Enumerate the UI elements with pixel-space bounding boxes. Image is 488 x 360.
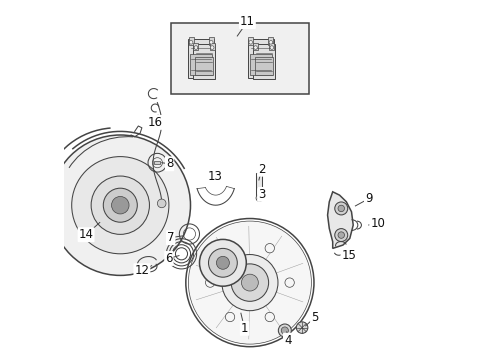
Bar bbox=[252, 42, 258, 50]
Circle shape bbox=[268, 40, 272, 44]
Text: 12: 12 bbox=[134, 264, 149, 277]
Circle shape bbox=[337, 205, 344, 212]
Text: 14: 14 bbox=[79, 228, 93, 241]
Bar bbox=[154, 161, 160, 164]
Bar bbox=[193, 42, 198, 50]
Bar bbox=[254, 57, 272, 75]
Circle shape bbox=[269, 46, 273, 49]
Text: 8: 8 bbox=[165, 157, 173, 170]
Text: 5: 5 bbox=[310, 311, 318, 324]
Circle shape bbox=[222, 255, 277, 311]
Bar bbox=[195, 57, 212, 75]
Circle shape bbox=[216, 256, 229, 269]
Circle shape bbox=[248, 40, 252, 44]
Bar bbox=[188, 37, 193, 45]
Bar bbox=[208, 37, 213, 45]
Circle shape bbox=[225, 312, 234, 322]
Bar bbox=[269, 42, 274, 50]
Circle shape bbox=[50, 135, 190, 275]
Circle shape bbox=[194, 46, 197, 49]
Text: 10: 10 bbox=[369, 217, 385, 230]
Circle shape bbox=[103, 188, 137, 222]
Circle shape bbox=[253, 46, 257, 49]
Circle shape bbox=[225, 243, 234, 253]
Circle shape bbox=[188, 221, 311, 344]
Circle shape bbox=[264, 243, 274, 253]
Circle shape bbox=[189, 40, 193, 44]
Bar bbox=[209, 42, 214, 50]
Circle shape bbox=[256, 194, 263, 202]
Bar bbox=[248, 37, 253, 45]
Circle shape bbox=[231, 264, 268, 301]
Circle shape bbox=[210, 46, 214, 49]
Circle shape bbox=[285, 278, 294, 287]
Circle shape bbox=[208, 248, 237, 277]
Circle shape bbox=[281, 327, 288, 334]
Text: 11: 11 bbox=[240, 15, 254, 28]
Text: 7: 7 bbox=[166, 231, 174, 244]
Bar bbox=[249, 54, 271, 75]
Circle shape bbox=[241, 274, 258, 291]
Bar bbox=[170, 23, 309, 94]
Circle shape bbox=[72, 157, 168, 254]
Circle shape bbox=[111, 197, 129, 214]
Bar bbox=[193, 44, 215, 79]
Bar bbox=[268, 37, 273, 45]
Polygon shape bbox=[327, 192, 352, 248]
Circle shape bbox=[157, 199, 166, 208]
Circle shape bbox=[296, 322, 307, 333]
Circle shape bbox=[91, 176, 149, 234]
Circle shape bbox=[334, 202, 347, 215]
Circle shape bbox=[199, 239, 246, 286]
Text: 3: 3 bbox=[258, 188, 265, 201]
Text: 9: 9 bbox=[364, 192, 372, 205]
Circle shape bbox=[205, 278, 214, 287]
Text: 13: 13 bbox=[207, 170, 222, 183]
Circle shape bbox=[209, 40, 213, 44]
Text: 15: 15 bbox=[341, 249, 356, 262]
Text: 2: 2 bbox=[258, 163, 265, 176]
Bar bbox=[256, 173, 261, 199]
Circle shape bbox=[264, 312, 274, 322]
Text: 16: 16 bbox=[147, 116, 163, 129]
Text: 6: 6 bbox=[165, 252, 172, 265]
Bar bbox=[247, 39, 273, 78]
Text: 4: 4 bbox=[284, 334, 291, 347]
Bar bbox=[252, 44, 274, 79]
Circle shape bbox=[334, 229, 347, 242]
Circle shape bbox=[337, 232, 344, 238]
Bar bbox=[190, 54, 212, 75]
Circle shape bbox=[278, 324, 291, 337]
Bar bbox=[188, 39, 214, 78]
Text: 1: 1 bbox=[240, 322, 248, 335]
